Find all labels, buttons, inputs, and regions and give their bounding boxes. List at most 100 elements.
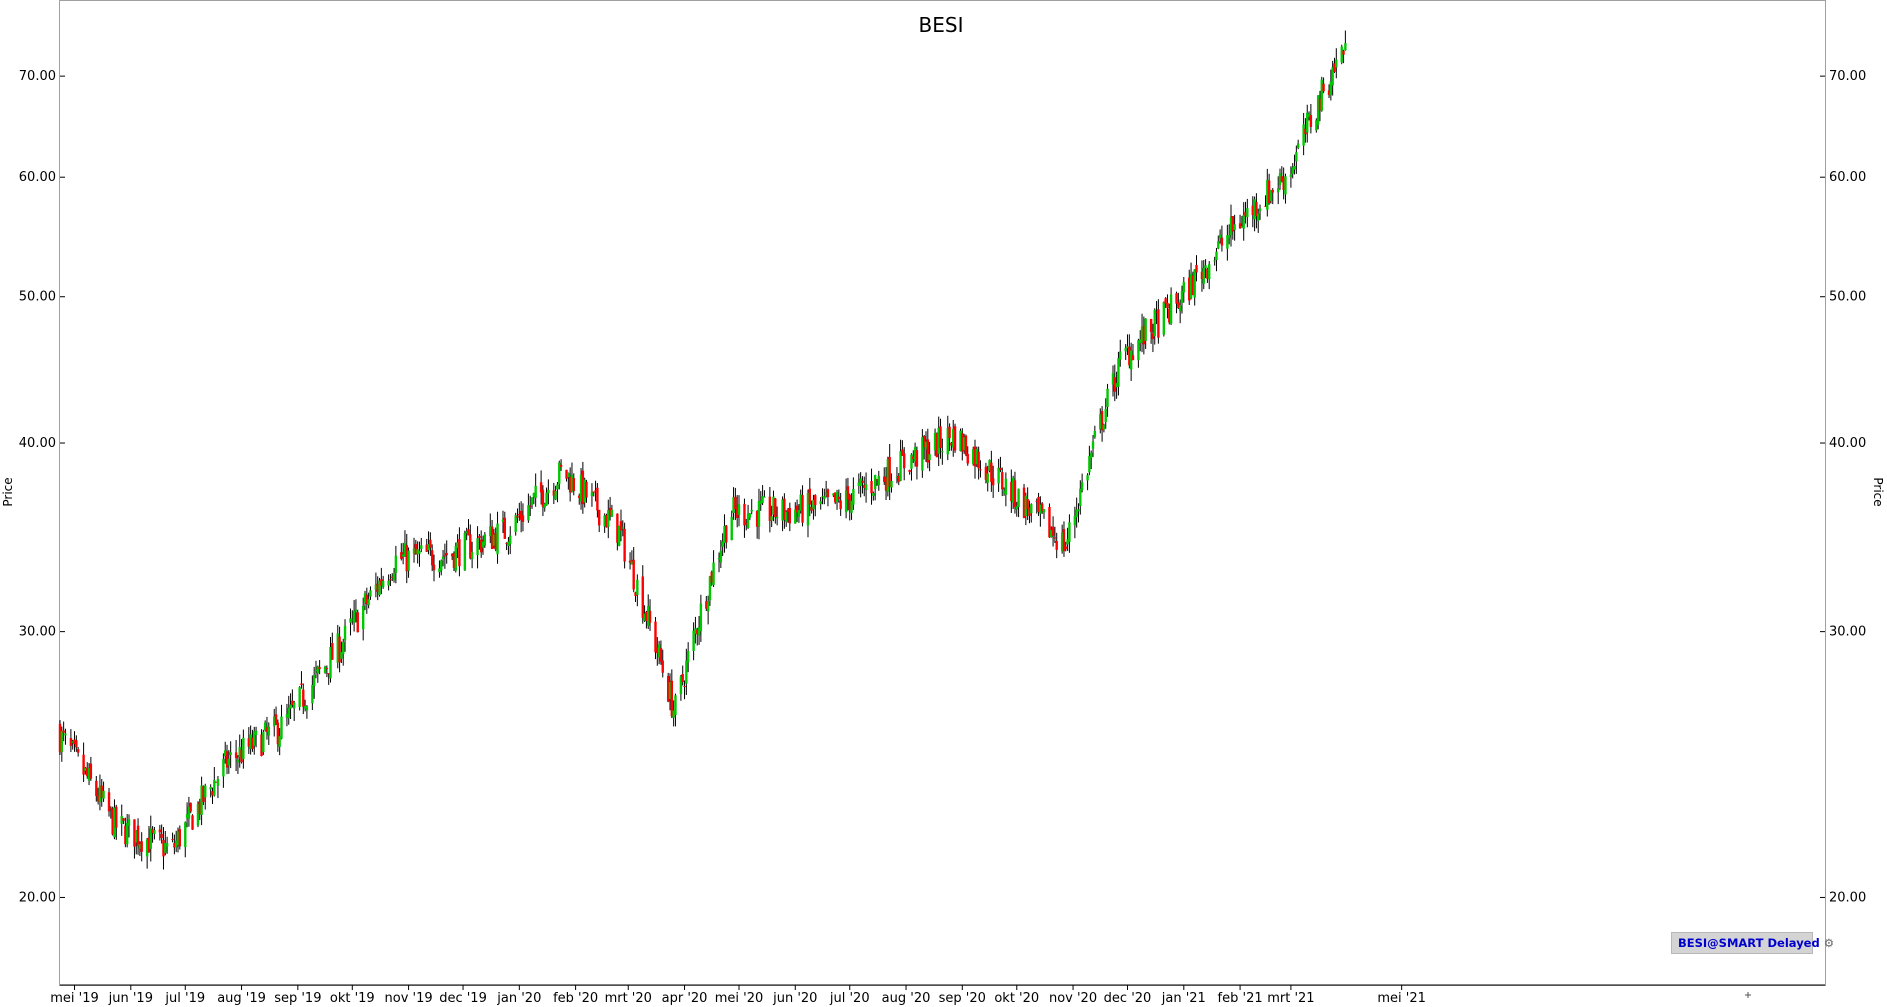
candle-body: [492, 534, 496, 546]
candle-body: [343, 625, 347, 641]
candle-body: [329, 647, 332, 679]
x-tick-label: jul '20: [829, 991, 870, 1006]
candle-body: [1327, 90, 1331, 95]
candle-body: [694, 628, 697, 634]
candle-body: [529, 505, 532, 507]
candle-body: [391, 576, 394, 578]
contract-badge[interactable]: BESI@SMART Delayed ⚙: [1671, 932, 1834, 954]
candle-body: [311, 684, 314, 704]
candle-body: [1178, 305, 1182, 312]
candle-body: [933, 432, 937, 451]
candle-body: [1200, 271, 1204, 280]
candle-body: [1340, 46, 1343, 63]
candle-body: [659, 648, 663, 662]
candle-body: [316, 666, 320, 674]
candle-body: [1015, 506, 1018, 510]
candle-body: [1039, 504, 1042, 514]
candle-body: [706, 601, 710, 612]
candle-body: [647, 606, 650, 626]
candle-body: [211, 791, 214, 796]
y-tick-label: 60.00: [19, 170, 56, 185]
candle-body: [975, 448, 979, 465]
candle-body: [1282, 177, 1285, 190]
gear-icon[interactable]: ⚙: [1823, 936, 1835, 950]
candle-body: [127, 819, 131, 826]
candle-body: [318, 667, 321, 670]
candle-body: [852, 488, 855, 505]
candle-body: [1315, 120, 1318, 131]
candle-body: [657, 644, 661, 658]
y-axis-label-right: Price: [1871, 477, 1885, 506]
candle-body: [654, 621, 657, 653]
candle-body: [875, 479, 879, 481]
candle-body: [648, 610, 652, 623]
candle-body: [507, 541, 510, 547]
candle-body: [783, 498, 786, 520]
candle-body: [1051, 526, 1055, 536]
candle-body: [314, 670, 318, 672]
candle-body: [389, 579, 392, 581]
candle-body: [656, 647, 659, 654]
candle-body: [1104, 408, 1107, 423]
candle-body: [835, 491, 839, 503]
candle-body: [380, 579, 383, 586]
candle-body: [979, 469, 982, 471]
candle-body: [1129, 350, 1133, 370]
candle-body: [450, 553, 454, 557]
candle-body: [136, 825, 140, 846]
candle-body: [666, 675, 670, 702]
candle-body: [1037, 496, 1040, 512]
candle-body: [1240, 226, 1244, 228]
candle-body: [1202, 267, 1205, 284]
x-tick-label: mei '20: [715, 991, 764, 1006]
candle-body: [685, 660, 688, 684]
candle-body: [174, 840, 178, 848]
candle-body: [374, 584, 378, 590]
candle-body: [1026, 499, 1029, 510]
candle-body: [743, 503, 746, 526]
candle-body: [545, 492, 548, 506]
candle-body: [846, 486, 850, 500]
candle-body: [937, 427, 940, 454]
badge-label: BESI@SMART Delayed: [1678, 936, 1820, 950]
candle-body: [352, 611, 356, 623]
candle-body: [730, 516, 733, 541]
candle-body: [1131, 355, 1135, 361]
candle-body: [381, 581, 385, 588]
candle-body: [1002, 491, 1006, 494]
candle-body: [95, 780, 98, 797]
x-tick-label: mrt '21: [1267, 991, 1314, 1006]
candle-body: [795, 505, 799, 513]
candle-body: [1144, 318, 1147, 341]
candle-body: [1180, 291, 1184, 303]
candle-body: [1060, 532, 1064, 552]
candle-body: [138, 843, 142, 849]
candle-body: [1217, 241, 1220, 249]
candle-body: [425, 544, 428, 552]
crosshair-marker-icon[interactable]: [1745, 992, 1751, 998]
candle-body: [926, 439, 930, 463]
candle-body: [229, 752, 232, 755]
candle-body: [1100, 411, 1104, 431]
candle-body: [420, 545, 423, 550]
candle-body: [100, 785, 103, 798]
candle-body: [857, 482, 861, 487]
candle-body: [884, 477, 888, 491]
candle-body: [568, 476, 572, 493]
candle-body: [407, 550, 410, 571]
candle-body: [292, 702, 296, 709]
y-tick-label: 70.00: [19, 69, 56, 84]
candle-body: [873, 475, 877, 489]
candle-body: [895, 476, 899, 478]
candle-body: [1322, 83, 1325, 92]
candle-body: [1193, 269, 1196, 298]
candle-body: [950, 442, 953, 446]
candle-body: [1269, 190, 1273, 202]
x-tick-label: sep '19: [274, 991, 321, 1006]
candle-body: [1162, 302, 1166, 335]
candle-body: [490, 526, 494, 549]
candle-body: [336, 633, 339, 663]
candle-body: [113, 807, 116, 838]
candle-body: [952, 429, 955, 448]
